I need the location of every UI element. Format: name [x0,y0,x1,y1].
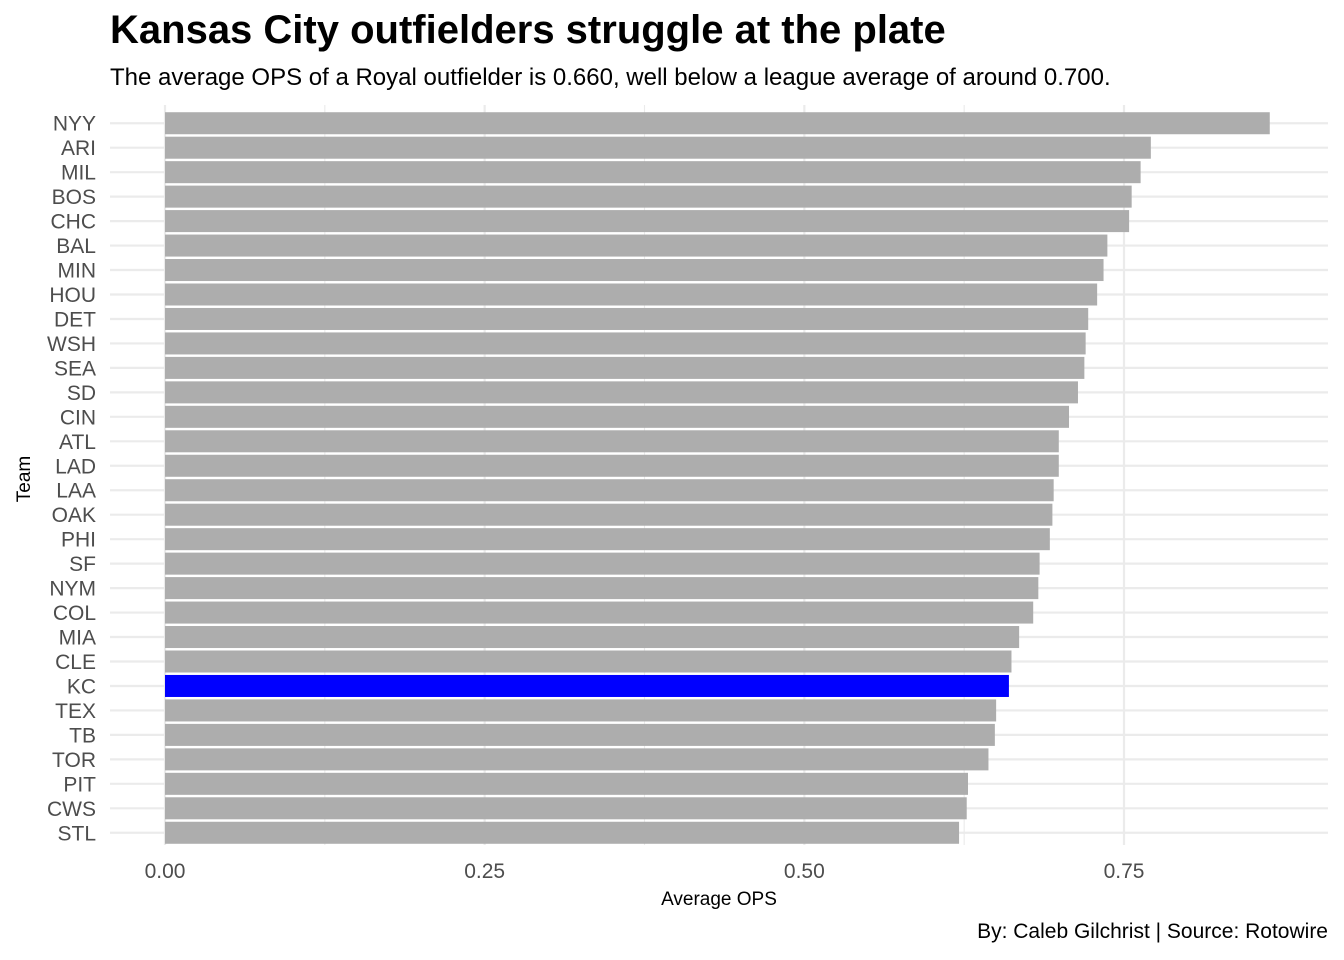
x-tick-label: 0.50 [784,860,825,883]
x-axis-title: Average OPS [661,889,777,910]
y-tick-label: SF [69,553,96,576]
bar-pit [165,772,969,795]
bar-nyy [165,112,1270,135]
bar-tb [165,723,995,746]
x-tick-label: 0.00 [145,860,186,883]
y-tick-label: ATL [59,431,96,454]
y-tick-label: MIN [58,260,97,283]
bar-bal [165,234,1108,257]
bar-chc [165,210,1130,233]
bar-col [165,601,1034,624]
y-tick-label: NYY [53,113,96,136]
bar-laa [165,479,1054,502]
y-axis-title: Team [14,456,35,502]
y-tick-label: SEA [54,357,96,380]
bar-ari [165,136,1151,159]
y-tick-label: COL [53,602,96,625]
bar-det [165,307,1089,330]
bar-sea [165,356,1085,379]
y-tick-label: PHI [61,529,96,552]
bar-tor [165,748,989,771]
y-tick-label: CHC [51,211,97,234]
y-tick-label: BOS [52,186,96,209]
y-tick-label: TB [69,724,96,747]
y-tick-label: STL [57,822,96,845]
y-tick-label: SD [67,382,96,405]
chart-title: Kansas City outfielders struggle at the … [110,8,946,52]
y-tick-label: OAK [52,504,96,527]
y-tick-labels: NYYARIMILBOSCHCBALMINHOUDETWSHSEASDCINAT… [47,113,96,846]
bar-kc [165,674,1009,697]
bar-lad [165,454,1059,477]
y-tick-label: DET [54,308,96,331]
y-tick-label: ARI [61,137,96,160]
bar-oak [165,503,1053,526]
bar-mia [165,626,1020,649]
bar-cin [165,405,1070,428]
y-tick-label: TOR [52,749,96,772]
x-tick-label: 0.75 [1104,860,1145,883]
bar-sd [165,381,1078,404]
bars [165,112,1270,844]
bar-wsh [165,332,1086,355]
y-tick-label: WSH [47,333,96,356]
x-tick-label: 0.25 [464,860,505,883]
bar-cle [165,650,1012,673]
y-tick-label: HOU [49,284,96,307]
bar-atl [165,430,1059,453]
bar-bos [165,185,1132,208]
bar-stl [165,821,960,844]
chart-subtitle: The average OPS of a Royal outfielder is… [110,64,1111,91]
bar-phi [165,528,1050,551]
y-tick-label: BAL [56,235,96,258]
chart-caption: By: Caleb Gilchrist | Source: Rotowire [977,920,1328,943]
bar-cws [165,797,967,820]
x-tick-labels: 0.00 0.25 0.50 0.75 [145,860,1145,883]
y-tick-label: CLE [55,651,96,674]
y-tick-label: MIA [59,627,96,650]
y-tick-label: TEX [55,700,96,723]
y-tick-label: NYM [49,578,96,601]
y-tick-label: PIT [63,773,96,796]
bar-nym [165,577,1039,600]
y-tick-label: CIN [60,406,96,429]
y-tick-label: MIL [61,162,96,185]
y-tick-label: LAA [56,480,96,503]
bar-mil [165,161,1141,184]
y-tick-label: KC [67,675,96,698]
y-tick-label: LAD [55,455,96,478]
bar-hou [165,283,1098,306]
bar-tex [165,699,997,722]
bar-min [165,259,1104,282]
y-tick-label: CWS [47,798,96,821]
bar-sf [165,552,1040,575]
